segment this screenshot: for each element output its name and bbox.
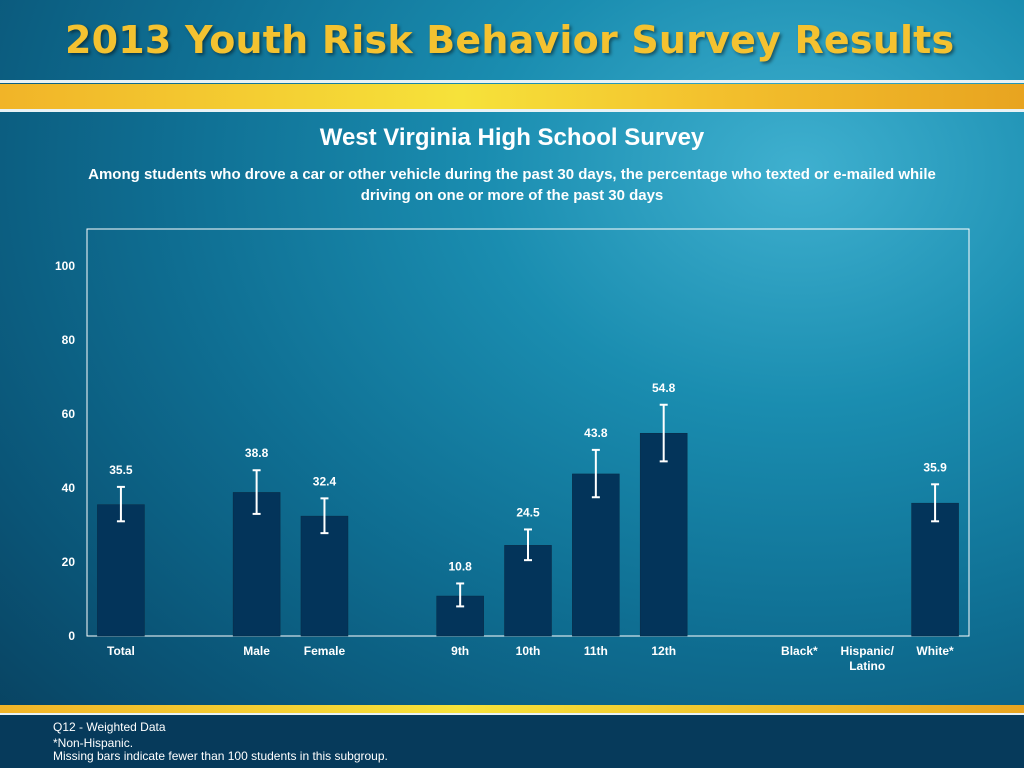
x-tick-label: Total — [107, 644, 135, 658]
x-tick-label: Male — [243, 644, 270, 658]
x-tick-label: 9th — [451, 644, 469, 658]
x-tick-label: 11th — [584, 644, 608, 658]
x-tick-label: Black* — [781, 644, 818, 658]
data-label: 35.9 — [923, 460, 947, 474]
footer-bar — [0, 706, 1024, 768]
x-tick-label: 12th — [651, 644, 676, 658]
data-label: 32.4 — [313, 474, 337, 488]
bar — [639, 432, 688, 637]
banner-title: 2013 Youth Risk Behavior Survey Results — [65, 18, 955, 62]
y-tick-label: 0 — [68, 629, 75, 643]
x-tick-label: Female — [304, 644, 346, 658]
y-tick-label: 60 — [62, 407, 76, 421]
banner-gold-band — [0, 84, 1024, 109]
survey-subtitle: Among students who drove a car or other … — [88, 166, 936, 204]
banner-divider-top — [0, 80, 1024, 83]
bar — [232, 492, 281, 637]
data-label: 24.5 — [516, 505, 540, 519]
y-tick-label: 80 — [62, 333, 76, 347]
footer-gold-line — [0, 705, 1024, 713]
bar-chart: 0 20 40 60 80 100 35.5 Total 38.8 Male 32.4 Female 1… — [55, 259, 959, 673]
data-label: 35.5 — [109, 463, 133, 477]
footnote-question: Q12 - Weighted Data — [53, 720, 166, 734]
data-label: 43.8 — [584, 426, 608, 440]
footnote-non-hispanic: *Non-Hispanic. — [53, 736, 134, 750]
bar — [300, 515, 349, 637]
survey-title: West Virginia High School Survey — [319, 124, 705, 151]
data-label: 10.8 — [448, 559, 472, 573]
data-label: 54.8 — [652, 381, 676, 395]
bar — [97, 504, 145, 637]
x-tick-label: 10th — [516, 644, 541, 658]
x-tick-label: Hispanic/Latino — [841, 644, 895, 673]
y-tick-label: 100 — [55, 259, 75, 273]
bar — [911, 502, 959, 637]
footer-white-line — [0, 713, 1024, 715]
y-tick-label: 20 — [62, 555, 76, 569]
data-label: 38.8 — [245, 446, 269, 460]
footnote-missing-bars: Missing bars indicate fewer than 100 stu… — [53, 749, 388, 763]
x-tick-label: White* — [916, 644, 954, 658]
banner-divider-bottom — [0, 109, 1024, 112]
y-tick-label: 40 — [62, 481, 76, 495]
